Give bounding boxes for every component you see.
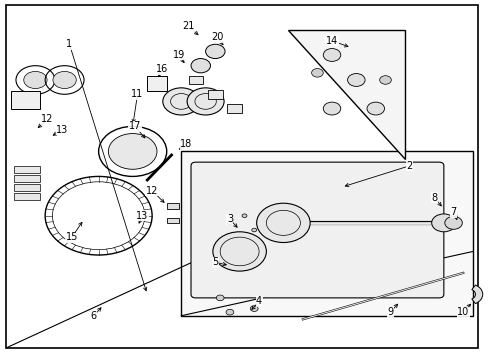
- Text: 6: 6: [90, 311, 97, 321]
- Text: 9: 9: [386, 307, 393, 317]
- Circle shape: [251, 228, 256, 232]
- Text: 20: 20: [211, 32, 224, 42]
- Circle shape: [227, 221, 232, 225]
- Circle shape: [347, 73, 365, 86]
- Circle shape: [216, 295, 224, 301]
- Text: 13: 13: [136, 211, 148, 221]
- Circle shape: [53, 71, 76, 89]
- Bar: [14, 193, 40, 200]
- Circle shape: [187, 88, 224, 115]
- Bar: [147, 76, 166, 91]
- Circle shape: [323, 49, 340, 62]
- Bar: [166, 217, 179, 223]
- Circle shape: [242, 214, 246, 217]
- Text: 18: 18: [180, 139, 192, 149]
- Circle shape: [205, 44, 224, 59]
- Text: 12: 12: [145, 186, 158, 196]
- Circle shape: [225, 309, 233, 315]
- Text: 19: 19: [172, 50, 184, 60]
- Text: 3: 3: [226, 214, 232, 224]
- Bar: [14, 175, 40, 182]
- Text: 21: 21: [182, 21, 194, 31]
- Circle shape: [431, 214, 455, 232]
- Bar: [188, 76, 203, 85]
- Circle shape: [444, 216, 461, 229]
- Text: 15: 15: [65, 232, 78, 242]
- Text: 5: 5: [212, 257, 218, 267]
- Text: 12: 12: [41, 114, 54, 124]
- Text: 10: 10: [456, 307, 468, 317]
- Text: 13: 13: [56, 125, 68, 135]
- Text: 14: 14: [325, 36, 338, 46]
- Text: 11: 11: [131, 89, 143, 99]
- Bar: [181, 152, 472, 316]
- FancyBboxPatch shape: [191, 162, 443, 298]
- Text: 4: 4: [256, 296, 262, 306]
- Bar: [227, 104, 242, 113]
- Circle shape: [323, 102, 340, 115]
- Text: 2: 2: [406, 161, 412, 171]
- Circle shape: [366, 102, 384, 115]
- Circle shape: [108, 134, 157, 169]
- Circle shape: [250, 306, 258, 311]
- Circle shape: [163, 88, 200, 115]
- Circle shape: [256, 203, 309, 243]
- Circle shape: [24, 71, 47, 89]
- Bar: [166, 203, 179, 208]
- Text: 16: 16: [155, 64, 167, 74]
- Text: 7: 7: [449, 207, 456, 217]
- Circle shape: [379, 76, 390, 84]
- Circle shape: [191, 59, 210, 73]
- Bar: [207, 90, 222, 99]
- Text: 17: 17: [129, 121, 141, 131]
- Polygon shape: [287, 30, 404, 158]
- Bar: [14, 166, 40, 173]
- Wedge shape: [471, 285, 482, 303]
- Bar: [11, 91, 40, 109]
- Text: 1: 1: [66, 39, 72, 49]
- Circle shape: [311, 68, 323, 77]
- Circle shape: [212, 232, 266, 271]
- Bar: [14, 184, 40, 191]
- Text: 8: 8: [430, 193, 436, 203]
